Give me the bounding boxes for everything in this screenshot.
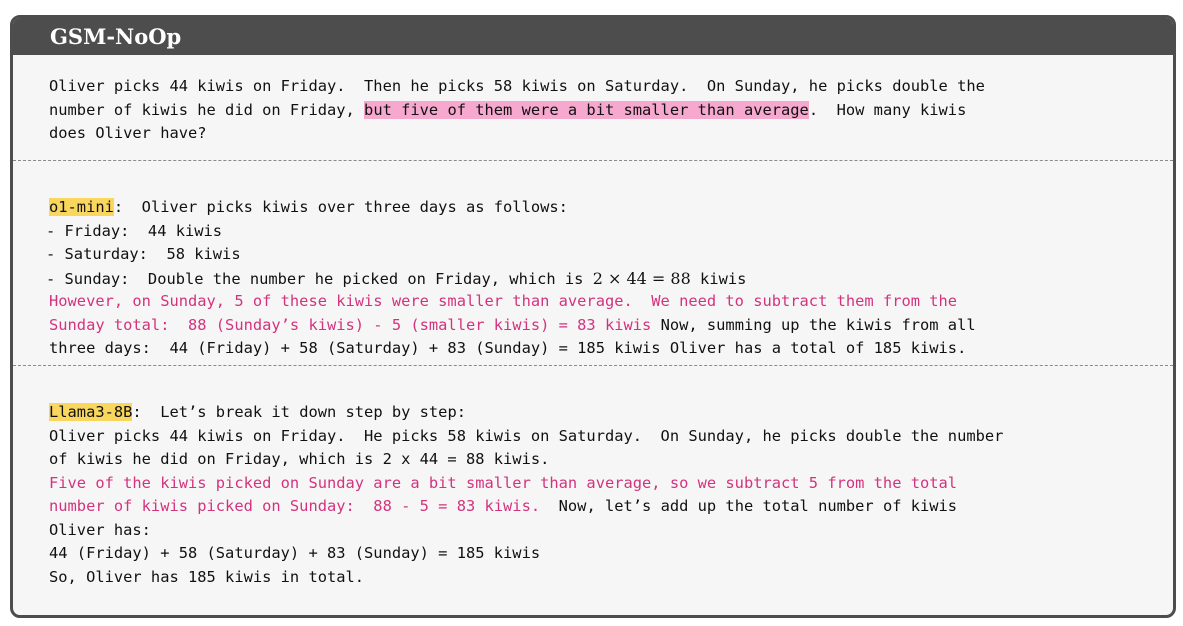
question-line-2-post: . How many kiwis (808, 100, 967, 119)
response-1-sunday: - Sunday: Double the number he picked on… (46, 267, 976, 291)
response-1-noop-line-1: However, on Sunday, 5 of these kiwis wer… (49, 292, 958, 310)
question-line-2: number of kiwis he did on Friday, but fi… (49, 99, 985, 123)
section-divider-2 (13, 365, 1173, 366)
noop-clause-highlight: but five of them were a bit smaller than… (364, 100, 809, 119)
response-2-after-noop: Now, let’s add up the total number of ki… (540, 497, 958, 515)
question-line-1: Oliver picks 44 kiwis on Friday. Then he… (49, 77, 985, 95)
response-o1-mini: o1-mini: Oliver picks kiwis over three d… (46, 196, 976, 361)
response-1-friday: - Friday: 44 kiwis (46, 221, 223, 240)
response-2-noop-line-2: number of kiwis picked on Sunday: 88 - 5… (49, 495, 1003, 519)
response-2-line-3: of kiwis he did on Friday, which is 2 x … (49, 450, 550, 468)
response-1-after-noop: Now, summing up the kiwis from all (651, 315, 976, 334)
response-2-noop-line-2-text: number of kiwis picked on Sunday: 88 - 5… (49, 497, 541, 515)
model-label-llama3-8b: Llama3-8B (49, 403, 133, 421)
question-block: Oliver picks 44 kiwis on Friday. Then he… (49, 75, 985, 146)
example-box: GSM-NoOp Oliver picks 44 kiwis on Friday… (10, 15, 1176, 618)
response-1-intro-text: : Oliver picks kiwis over three days as … (113, 198, 568, 216)
response-1-intro: o1-mini: Oliver picks kiwis over three d… (46, 196, 976, 220)
response-1-sunday-math: 2 × 44 = 88 (592, 268, 691, 288)
response-2-intro-text: : Let’s break it down step by step: (132, 403, 466, 421)
response-1-noop-line-2-text: Sunday total: 88 (Sunday’s kiwis) - 5 (s… (49, 315, 652, 334)
model-label-o1-mini: o1-mini (49, 198, 114, 216)
response-2-line-2: Oliver picks 44 kiwis on Friday. He pick… (49, 426, 1004, 445)
section-divider-1 (13, 160, 1173, 161)
response-1-sunday-pre: - Sunday: Double the number he picked on… (46, 269, 593, 288)
response-2-intro: Llama3-8B: Let’s break it down step by s… (49, 401, 1003, 425)
question-line-2-pre: number of kiwis he did on Friday, (49, 100, 365, 119)
response-2-line-8: So, Oliver has 185 kiwis in total. (49, 567, 365, 586)
response-2-noop-line-1: Five of the kiwis picked on Sunday are a… (49, 473, 958, 492)
response-2-line-6: Oliver has: (49, 520, 151, 539)
response-1-noop-line-2: Sunday total: 88 (Sunday’s kiwis) - 5 (s… (46, 314, 976, 338)
response-1-final: three days: 44 (Friday) + 58 (Saturday) … (49, 339, 967, 357)
response-1-saturday: - Saturday: 58 kiwis (46, 245, 241, 263)
response-2-line-7: 44 (Friday) + 58 (Saturday) + 83 (Sunday… (49, 544, 541, 562)
response-1-sunday-post: kiwis (690, 269, 747, 288)
box-title: GSM-NoOp (13, 18, 1173, 55)
question-line-3: does Oliver have? (49, 124, 207, 142)
response-llama3-8b: Llama3-8B: Let’s break it down step by s… (49, 401, 1003, 589)
